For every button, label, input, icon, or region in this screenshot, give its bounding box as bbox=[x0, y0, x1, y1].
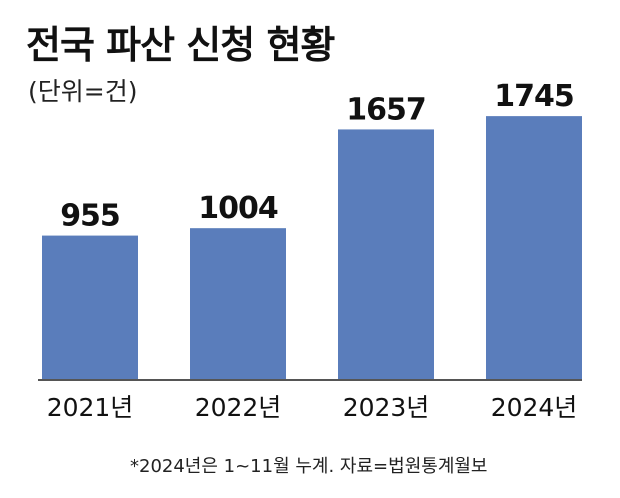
x-tick-label: 2023년 bbox=[343, 393, 430, 422]
x-tick-labels: 2021년 2022년 2023년 2024년 bbox=[47, 393, 578, 422]
chart-title: 전국 파산 신청 현황 bbox=[26, 23, 335, 67]
value-label: 1657 bbox=[346, 92, 426, 127]
labels-layer: 955 1004 1657 1745 bbox=[60, 79, 575, 234]
x-tick-label: 2024년 bbox=[491, 393, 578, 422]
chart-footnote: *2024년은 1~11월 누계. 자료=법원통계월보 bbox=[130, 456, 488, 477]
bar-2024년 bbox=[486, 116, 582, 380]
bar-2023년 bbox=[338, 129, 434, 380]
value-label: 1745 bbox=[494, 79, 574, 114]
value-label: 1004 bbox=[198, 191, 278, 226]
bar-2022년 bbox=[190, 228, 286, 380]
x-tick-label: 2021년 bbox=[47, 393, 134, 422]
bars-layer bbox=[42, 116, 582, 380]
value-label: 955 bbox=[60, 199, 120, 234]
chart-unit-label: (단위=건) bbox=[28, 77, 138, 106]
bar-2021년 bbox=[42, 235, 138, 380]
x-tick-label: 2022년 bbox=[195, 393, 282, 422]
